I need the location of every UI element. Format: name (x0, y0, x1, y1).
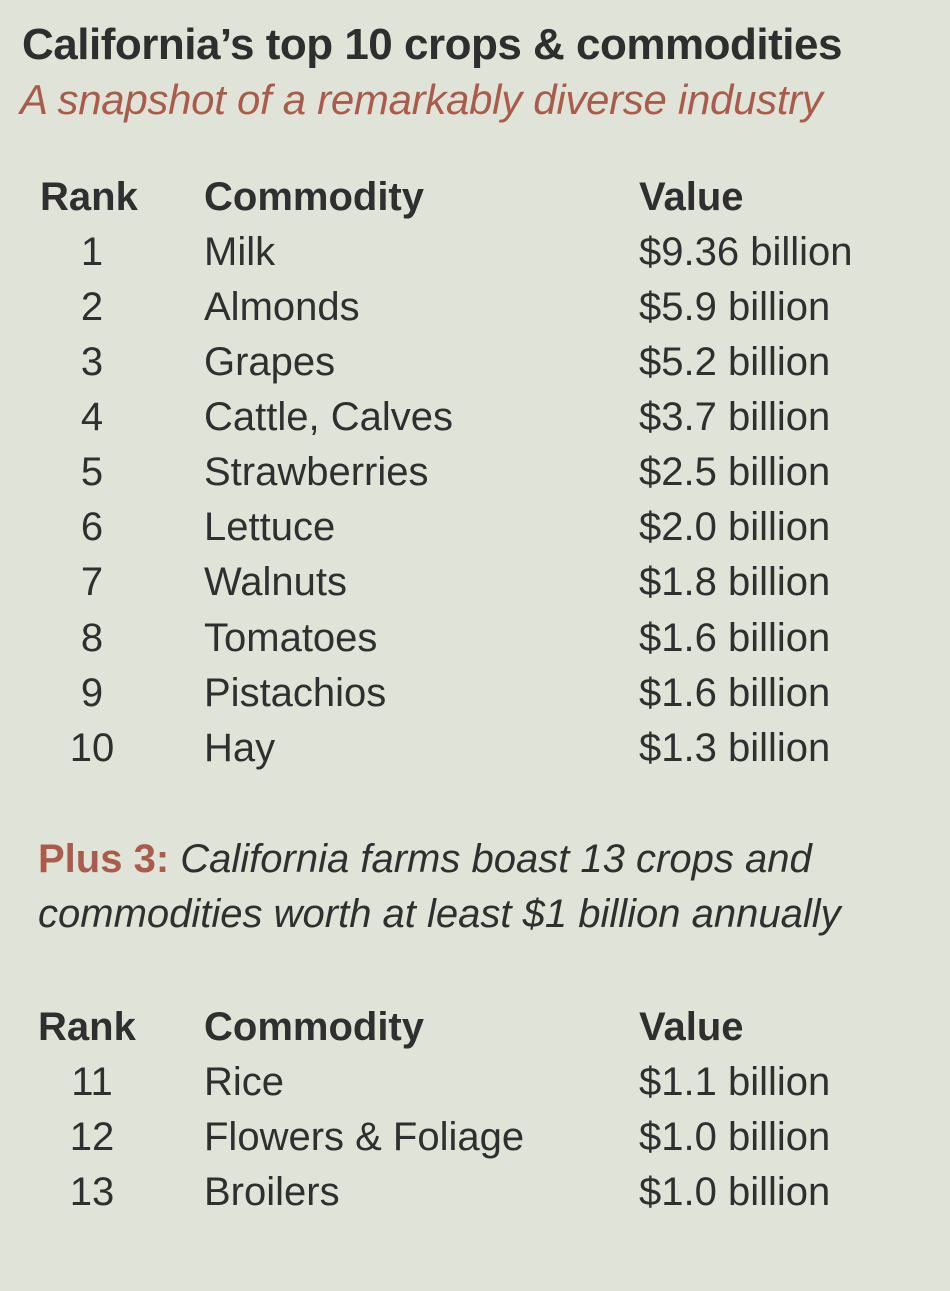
value-cell: $1.6 billion (639, 616, 831, 660)
rank-cell: 9 (80, 671, 104, 715)
commodity-cell: Cattle, Calves (204, 395, 453, 439)
note-text: California farms boast 13 crops and comm… (38, 837, 841, 936)
value-cell: $3.7 billion (639, 395, 831, 439)
table-row: 11 Rice $1.1 billion (0, 1055, 950, 1110)
table-row: 1 Milk $9.36 billion (0, 225, 950, 280)
table1-header-row: Rank Commodity Value (0, 170, 950, 225)
table-row: 2 Almonds $5.9 billion (0, 280, 950, 335)
value-cell: $1.1 billion (639, 1060, 831, 1104)
table-row: 3 Grapes $5.2 billion (0, 335, 950, 390)
table1-header-commodity: Commodity (204, 175, 424, 219)
table-row: 6 Lettuce $2.0 billion (0, 500, 950, 555)
value-cell: $1.3 billion (639, 726, 831, 770)
table2-header-row: Rank Commodity Value (0, 1000, 950, 1055)
commodity-cell: Tomatoes (204, 616, 378, 660)
table-row: 8 Tomatoes $1.6 billion (0, 611, 950, 666)
rank-cell: 10 (69, 726, 115, 770)
value-cell: $2.5 billion (639, 450, 831, 494)
table-row: 9 Pistachios $1.6 billion (0, 666, 950, 721)
page-title: California’s top 10 crops & commodities (22, 20, 842, 69)
table-row: 12 Flowers & Foliage $1.0 billion (0, 1110, 950, 1165)
commodity-cell: Milk (204, 230, 276, 274)
value-cell: $1.8 billion (639, 560, 831, 604)
page-subtitle: A snapshot of a remarkably diverse indus… (20, 76, 823, 123)
commodity-cell: Lettuce (204, 505, 336, 549)
table-row: 5 Strawberries $2.5 billion (0, 445, 950, 500)
rank-cell: 5 (80, 450, 104, 494)
commodity-cell: Pistachios (204, 671, 387, 715)
table-row: 4 Cattle, Calves $3.7 billion (0, 390, 950, 445)
value-cell: $1.6 billion (639, 671, 831, 715)
commodity-cell: Hay (204, 726, 276, 770)
value-cell: $1.0 billion (639, 1115, 831, 1159)
rank-cell: 4 (80, 395, 104, 439)
value-cell: $9.36 billion (639, 230, 853, 274)
rank-cell: 3 (80, 340, 104, 384)
rank-cell: 6 (80, 505, 104, 549)
table-row: 10 Hay $1.3 billion (0, 721, 950, 776)
rank-cell: 8 (80, 616, 104, 660)
value-cell: $2.0 billion (639, 505, 831, 549)
table1-header-value: Value (639, 175, 744, 219)
commodity-cell: Rice (204, 1060, 285, 1104)
note-label: Plus 3: (38, 837, 170, 881)
rank-cell: 13 (69, 1170, 115, 1214)
value-cell: $5.9 billion (639, 285, 831, 329)
rank-cell: 1 (80, 230, 104, 274)
table2-header-commodity: Commodity (204, 1005, 424, 1049)
value-cell: $1.0 billion (639, 1170, 831, 1214)
commodity-cell: Grapes (204, 340, 336, 384)
table2-header-value: Value (639, 1005, 744, 1049)
commodity-cell: Walnuts (204, 560, 348, 604)
table-row: 13 Broilers $1.0 billion (0, 1165, 950, 1220)
value-cell: $5.2 billion (639, 340, 831, 384)
commodity-cell: Strawberries (204, 450, 429, 494)
rank-cell: 12 (69, 1115, 115, 1159)
commodity-cell: Broilers (204, 1170, 340, 1214)
rank-cell: 11 (71, 1060, 113, 1104)
commodity-cell: Flowers & Foliage (204, 1115, 525, 1159)
table1-header-rank: Rank (40, 175, 138, 219)
commodity-cell: Almonds (204, 285, 360, 329)
rank-cell: 7 (80, 560, 104, 604)
table2-header-rank: Rank (38, 1005, 136, 1049)
plus-three-note: Plus 3: California farms boast 13 crops … (38, 832, 918, 942)
table-row: 7 Walnuts $1.8 billion (0, 555, 950, 610)
rank-cell: 2 (80, 285, 104, 329)
